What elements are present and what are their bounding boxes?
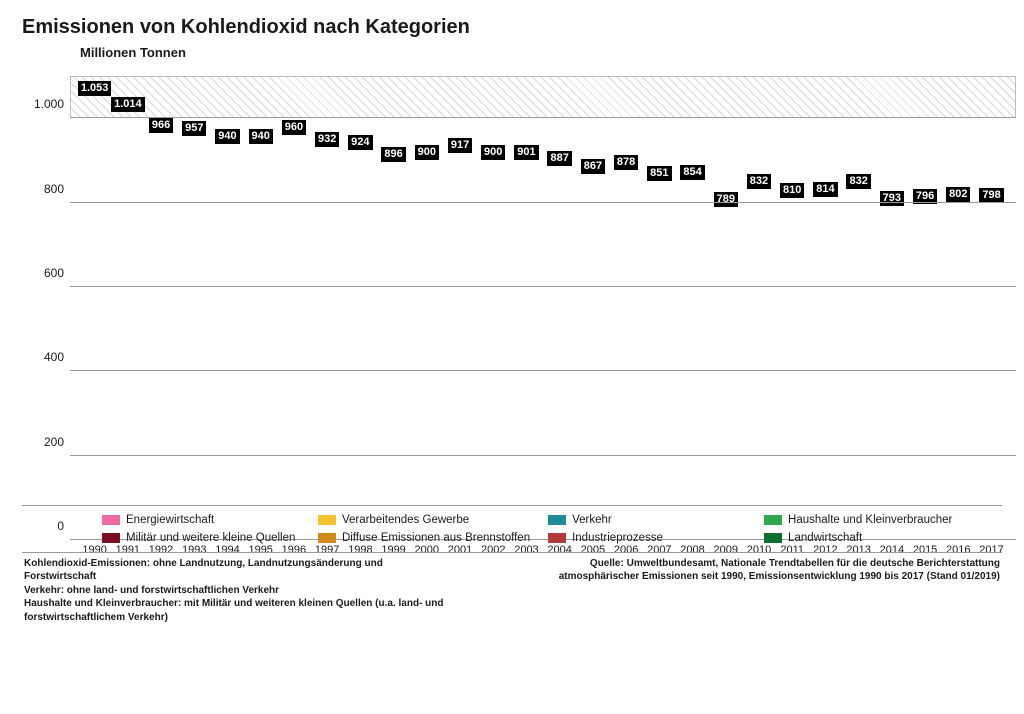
footnote-right: Quelle: Umweltbundesamt, Nationale Trend… [530, 557, 1000, 625]
y-axis-unit: Millionen Tonnen [80, 45, 1002, 60]
gridline [70, 117, 1016, 118]
bar-1997: 932 [313, 76, 342, 540]
plot-area: 1.0531.014 966 957 940 940 960 932 924 896 900 917… [70, 76, 1016, 540]
bar-2000: 900 [412, 76, 441, 540]
gridline [70, 455, 1016, 456]
chart-title: Emissionen von Kohlendioxid nach Kategor… [22, 16, 1002, 39]
y-tick-label: 600 [22, 266, 64, 280]
bar-2013: 832 [844, 76, 873, 540]
legend-swatch [318, 533, 336, 543]
bar-2004: 887 [545, 76, 574, 540]
total-label: 957 [182, 121, 206, 136]
total-label: 1.053 [78, 81, 112, 96]
total-label: 851 [647, 166, 671, 181]
legend-item-diffuse: Diffuse Emissionen aus Brennstoffen [318, 532, 530, 544]
total-label: 789 [714, 192, 738, 207]
bar-1999: 896 [379, 76, 408, 540]
legend-item-verkehr: Verkehr [548, 514, 746, 526]
legend-item-industrie: Industrieprozesse [548, 532, 746, 544]
bar-2008: 854 [678, 76, 707, 540]
total-label: 896 [381, 147, 405, 162]
total-label: 932 [315, 132, 339, 147]
total-label: 924 [348, 135, 372, 150]
bar-2005: 867 [578, 76, 607, 540]
total-label: 966 [149, 118, 173, 133]
legend-item-haushalt: Haushalte und Kleinverbraucher [764, 514, 962, 526]
legend: Energiewirtschaft Verarbeitendes Gewerbe V… [22, 506, 1002, 552]
bar-2016: 802 [944, 76, 973, 540]
legend-label: Diffuse Emissionen aus Brennstoffen [342, 532, 530, 544]
legend-label: Energiewirtschaft [126, 514, 214, 526]
y-tick-label: 200 [22, 435, 64, 449]
total-label: 900 [415, 145, 439, 160]
bar-1995: 940 [246, 76, 275, 540]
total-label: 887 [547, 151, 571, 166]
legend-swatch [548, 515, 566, 525]
bar-2001: 917 [445, 76, 474, 540]
legend-item-landw: Landwirtschaft [764, 532, 962, 544]
total-label: 901 [514, 145, 538, 160]
bar-2002: 900 [479, 76, 508, 540]
legend-swatch [764, 533, 782, 543]
bar-2011: 810 [778, 76, 807, 540]
total-label: 940 [249, 129, 273, 144]
total-label: 810 [780, 183, 804, 198]
bar-2006: 878 [612, 76, 641, 540]
legend-item-verarb: Verarbeitendes Gewerbe [318, 514, 530, 526]
y-tick-label: 400 [22, 350, 64, 364]
legend-item-energie: Energiewirtschaft [102, 514, 300, 526]
y-tick-label: 1.000 [22, 97, 64, 111]
total-label: 900 [481, 145, 505, 160]
gridline [70, 286, 1016, 287]
gridline [70, 370, 1016, 371]
legend-swatch [548, 533, 566, 543]
total-label: 940 [215, 129, 239, 144]
legend-label: Industrieprozesse [572, 532, 663, 544]
total-label: 814 [813, 182, 837, 197]
bars-container: 1.0531.014 966 957 940 940 960 932 924 896 900 917… [70, 76, 1016, 540]
legend-label: Landwirtschaft [788, 532, 862, 544]
bar-2009: 789 [711, 76, 740, 540]
bar-2010: 832 [744, 76, 773, 540]
footnote-left: Kohlendioxid-Emissionen: ohne Landnutzun… [24, 557, 454, 625]
bar-1996: 960 [279, 76, 308, 540]
gridline [70, 202, 1016, 203]
total-label: 802 [946, 187, 970, 202]
bar-2007: 851 [645, 76, 674, 540]
bar-1994: 940 [213, 76, 242, 540]
bar-1991: 1.014 [113, 76, 142, 540]
bar-2015: 796 [910, 76, 939, 540]
legend-label: Verarbeitendes Gewerbe [342, 514, 469, 526]
legend-label: Haushalte und Kleinverbraucher [788, 514, 952, 526]
legend-swatch [102, 533, 120, 543]
total-label: 960 [282, 120, 306, 135]
total-label: 832 [747, 174, 771, 189]
legend-swatch [318, 515, 336, 525]
total-label: 878 [614, 155, 638, 170]
legend-swatch [764, 515, 782, 525]
y-tick-label: 800 [22, 182, 64, 196]
total-label: 854 [680, 165, 704, 180]
total-label: 867 [581, 159, 605, 174]
legend-label: Militär und weitere kleine Quellen [126, 532, 295, 544]
total-label: 793 [880, 191, 904, 206]
total-label: 917 [448, 138, 472, 153]
legend-swatch [102, 515, 120, 525]
bar-2014: 793 [877, 76, 906, 540]
bar-1990: 1.053 [80, 76, 109, 540]
bar-2003: 901 [512, 76, 541, 540]
bar-2017: 798 [977, 76, 1006, 540]
legend-label: Verkehr [572, 514, 612, 526]
total-label: 832 [846, 174, 870, 189]
bar-1993: 957 [180, 76, 209, 540]
bar-2012: 814 [811, 76, 840, 540]
legend-item-militaer: Militär und weitere kleine Quellen [102, 532, 300, 544]
bar-1998: 924 [346, 76, 375, 540]
total-label: 1.014 [111, 97, 145, 112]
bar-1992: 966 [146, 76, 175, 540]
